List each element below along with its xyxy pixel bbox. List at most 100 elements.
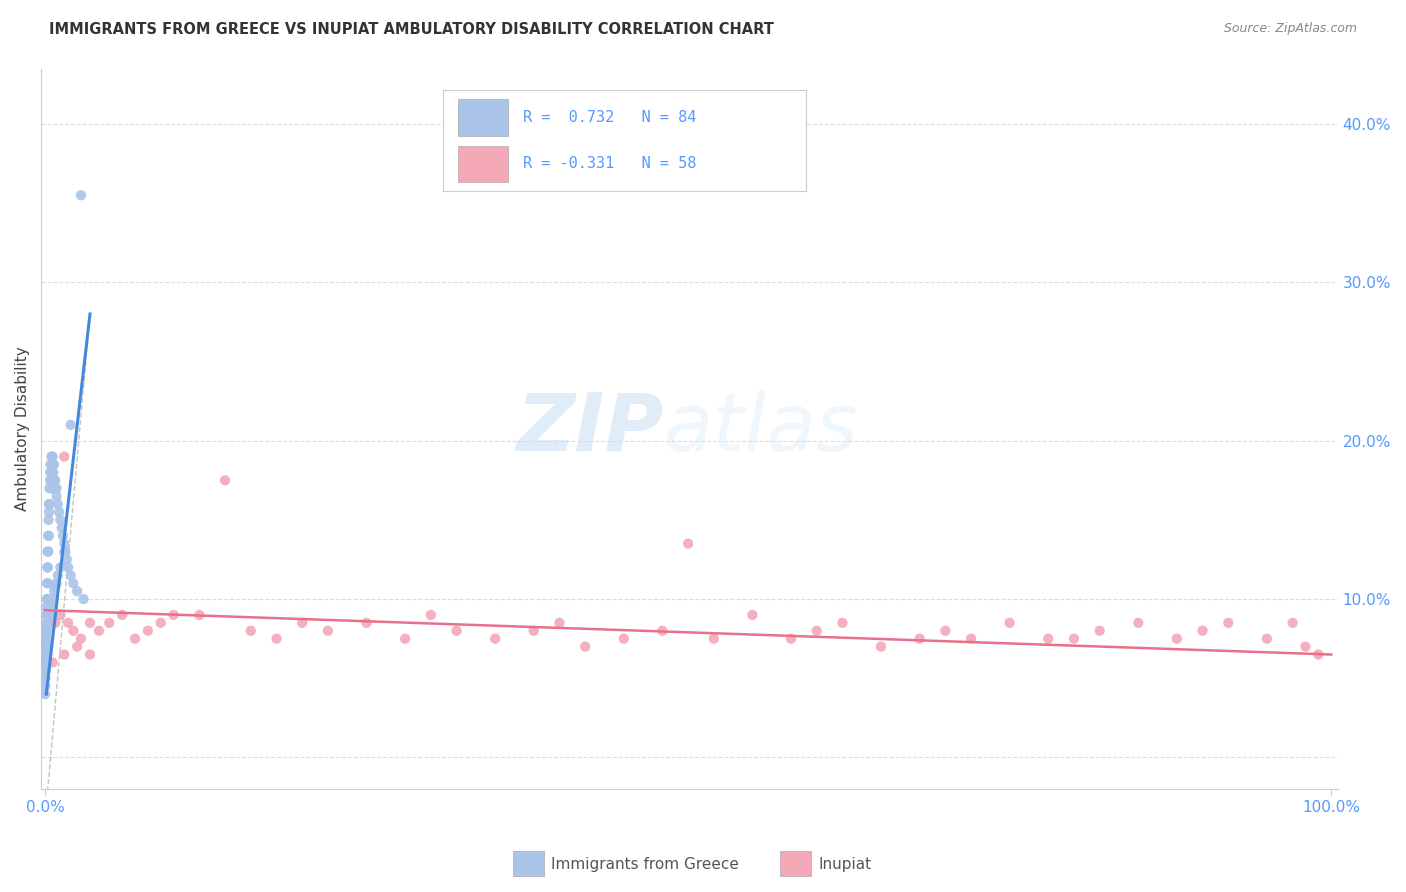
Point bbox=[39, 458, 62, 472]
Point bbox=[37, 611, 59, 625]
Point bbox=[574, 640, 596, 654]
Point bbox=[1308, 648, 1330, 662]
Point bbox=[66, 640, 89, 654]
Point bbox=[34, 664, 56, 678]
Point bbox=[356, 615, 378, 630]
Point bbox=[870, 640, 893, 654]
Point bbox=[34, 664, 56, 678]
Point bbox=[59, 417, 82, 432]
Point bbox=[66, 584, 89, 599]
Point bbox=[1128, 615, 1150, 630]
Point bbox=[35, 640, 58, 654]
Text: atlas: atlas bbox=[664, 390, 858, 467]
Point bbox=[316, 624, 339, 638]
Point bbox=[49, 560, 72, 574]
Point bbox=[35, 648, 58, 662]
Point bbox=[41, 458, 63, 472]
Point bbox=[37, 592, 59, 607]
Point bbox=[72, 592, 94, 607]
Point bbox=[37, 576, 59, 591]
Point bbox=[124, 632, 146, 646]
Point bbox=[37, 529, 59, 543]
Point bbox=[998, 615, 1021, 630]
Point bbox=[56, 552, 79, 566]
Point bbox=[41, 592, 63, 607]
Point bbox=[42, 458, 65, 472]
Text: Source: ZipAtlas.com: Source: ZipAtlas.com bbox=[1223, 22, 1357, 36]
Point bbox=[46, 497, 69, 511]
Point bbox=[44, 473, 66, 487]
Point bbox=[34, 656, 56, 670]
Point bbox=[53, 544, 76, 558]
Point bbox=[162, 607, 184, 622]
Point bbox=[56, 615, 79, 630]
Point bbox=[44, 615, 66, 630]
Point bbox=[741, 607, 763, 622]
Point bbox=[394, 632, 416, 646]
Point bbox=[484, 632, 506, 646]
Point bbox=[41, 656, 63, 670]
Point bbox=[38, 505, 60, 519]
Text: IMMIGRANTS FROM GREECE VS INUPIAT AMBULATORY DISABILITY CORRELATION CHART: IMMIGRANTS FROM GREECE VS INUPIAT AMBULA… bbox=[49, 22, 775, 37]
Point bbox=[1256, 632, 1278, 646]
Point bbox=[934, 624, 956, 638]
Point bbox=[37, 560, 59, 574]
Point bbox=[35, 624, 58, 638]
Point bbox=[1191, 624, 1213, 638]
Point bbox=[34, 664, 56, 678]
Point bbox=[446, 624, 468, 638]
Point bbox=[38, 513, 60, 527]
Point bbox=[1063, 632, 1085, 646]
Point bbox=[419, 607, 441, 622]
Point bbox=[960, 632, 983, 646]
Y-axis label: Ambulatory Disability: Ambulatory Disability bbox=[15, 346, 30, 511]
Point bbox=[780, 632, 803, 646]
Point bbox=[79, 615, 101, 630]
Point bbox=[53, 648, 76, 662]
Point bbox=[38, 497, 60, 511]
Text: ZIP: ZIP bbox=[516, 390, 664, 467]
Text: Inupiat: Inupiat bbox=[818, 857, 872, 871]
Point bbox=[34, 687, 56, 701]
Point bbox=[703, 632, 725, 646]
Point bbox=[35, 640, 58, 654]
Point bbox=[48, 505, 70, 519]
Point bbox=[613, 632, 636, 646]
Point bbox=[39, 473, 62, 487]
Point bbox=[55, 544, 77, 558]
Point bbox=[39, 481, 62, 495]
Point bbox=[70, 632, 93, 646]
Point bbox=[41, 450, 63, 464]
Point bbox=[49, 513, 72, 527]
Point bbox=[59, 568, 82, 582]
Point bbox=[136, 624, 159, 638]
Point bbox=[35, 600, 58, 615]
Point bbox=[42, 473, 65, 487]
Point bbox=[1218, 615, 1240, 630]
Point bbox=[52, 529, 75, 543]
Point bbox=[35, 627, 58, 641]
Point bbox=[34, 658, 56, 673]
Point bbox=[806, 624, 828, 638]
Text: Immigrants from Greece: Immigrants from Greece bbox=[551, 857, 740, 871]
Point bbox=[53, 450, 76, 464]
Point bbox=[39, 600, 62, 615]
Point bbox=[87, 624, 110, 638]
Point bbox=[38, 529, 60, 543]
Point bbox=[62, 576, 84, 591]
Point bbox=[41, 595, 63, 609]
Point bbox=[35, 624, 58, 638]
Point bbox=[37, 607, 59, 622]
Point bbox=[523, 624, 546, 638]
Point bbox=[35, 615, 58, 630]
Point bbox=[214, 473, 236, 487]
Point bbox=[239, 624, 262, 638]
Point bbox=[676, 536, 699, 550]
Point bbox=[41, 466, 63, 480]
Point bbox=[38, 615, 60, 630]
Point bbox=[41, 607, 63, 622]
Point bbox=[908, 632, 931, 646]
Point bbox=[42, 466, 65, 480]
Point bbox=[831, 615, 853, 630]
Point bbox=[49, 607, 72, 622]
